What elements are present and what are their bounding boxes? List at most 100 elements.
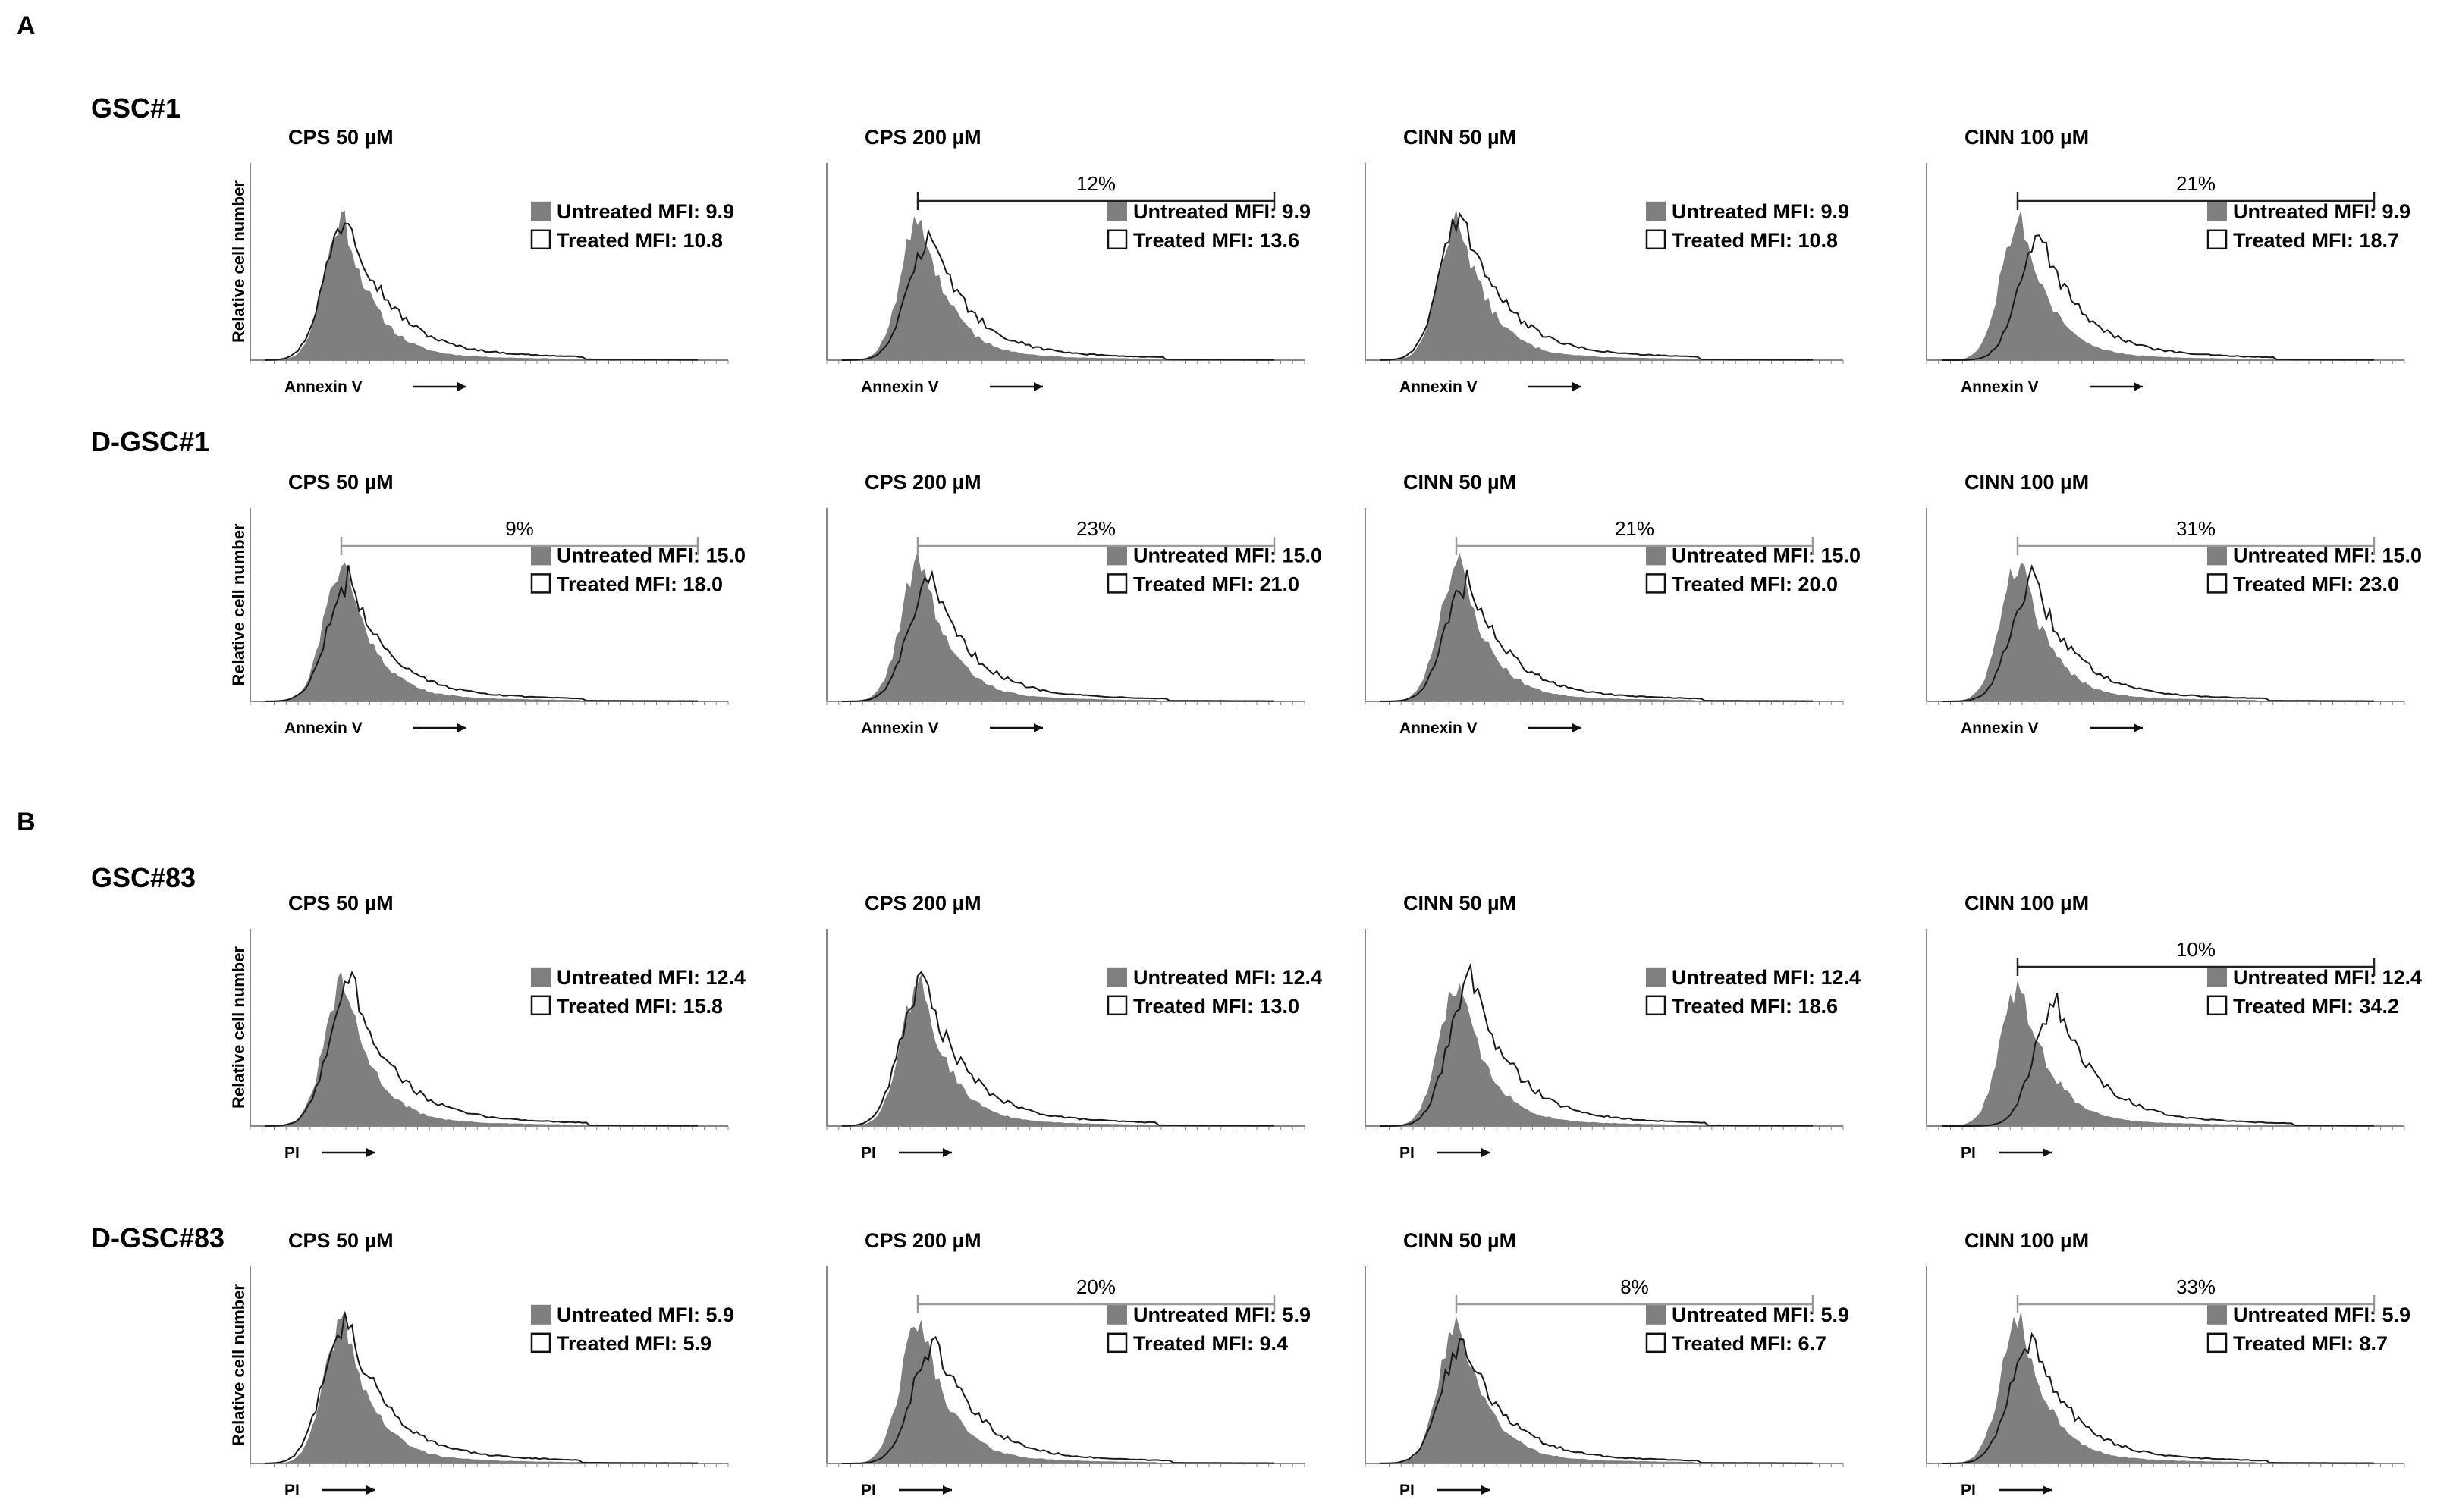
untreated-swatch — [531, 967, 551, 987]
legend-untreated: Untreated MFI: 9.9 — [557, 200, 734, 223]
x-axis-label: Annexin V — [284, 720, 363, 737]
legend-untreated: Untreated MFI: 5.9 — [1672, 1303, 1849, 1326]
plot-title: CINN 100 µM — [1964, 1229, 2089, 1252]
plot-title: CPS 50 µM — [288, 471, 394, 494]
legend: Untreated MFI: 9.9 Treated MFI: 13.6 — [1107, 200, 1311, 252]
plot-title: CINN 100 µM — [1964, 471, 2089, 494]
percent-bracket: 21% — [2016, 172, 2376, 210]
legend-treated: Treated MFI: 5.9 — [557, 1332, 711, 1355]
untreated-swatch — [2207, 201, 2227, 221]
legend-treated: Treated MFI: 34.2 — [2233, 995, 2399, 1018]
histogram-plot: CINN 50 µM Annexin V Untreated MFI: 9.9 Tre… — [1365, 126, 1849, 396]
legend-treated: Treated MFI: 13.6 — [1133, 229, 1299, 252]
untreated-swatch — [1646, 545, 1666, 566]
legend-treated: Treated MFI: 15.8 — [557, 995, 723, 1018]
x-axis-label: PI — [284, 1482, 300, 1499]
treated-histogram — [842, 569, 1274, 702]
untreated-swatch — [1107, 967, 1127, 987]
plot-title: CPS 200 µM — [865, 471, 981, 494]
legend-treated: Treated MFI: 18.6 — [1672, 995, 1838, 1018]
x-axis-label: PI — [1961, 1482, 1976, 1499]
x-axis-arrowhead — [2043, 1485, 2052, 1495]
x-axis-label: Annexin V — [861, 720, 939, 737]
histogram-plot: CINN 50 µM PI Untreated MFI: 5.9 Treated MF… — [1365, 1229, 1849, 1499]
treated-swatch — [530, 1332, 551, 1354]
x-axis-arrowhead — [366, 1485, 375, 1495]
treated-histogram — [265, 565, 698, 702]
y-axis-label: Relative cell number — [229, 523, 248, 685]
treated-histogram — [1942, 1332, 2375, 1464]
percent-bracket: 23% — [916, 517, 1276, 555]
x-axis-arrowhead — [366, 1148, 375, 1157]
percent-bracket: 20% — [916, 1275, 1276, 1313]
legend-untreated: Untreated MFI: 15.0 — [557, 544, 746, 566]
percent-label: 23% — [1076, 517, 1116, 540]
legend: Untreated MFI: 12.4 Treated MFI: 13.0 — [1107, 966, 1322, 1018]
legend-untreated: Untreated MFI: 15.0 — [1672, 544, 1861, 566]
plot-title: CINN 50 µM — [1403, 1229, 1516, 1252]
x-axis-label: Annexin V — [1399, 720, 1478, 737]
histogram-plot: CPS 200 µM Annexin V Untreated MFI: 9.9 Tre… — [826, 126, 1311, 396]
untreated-swatch — [531, 201, 551, 221]
untreated-swatch — [2207, 967, 2227, 987]
percent-label: 8% — [1620, 1275, 1649, 1298]
x-axis-arrowhead — [1034, 723, 1043, 732]
y-axis-label: Relative cell number — [229, 1284, 248, 1446]
treated-histogram — [1942, 234, 2374, 361]
legend-untreated: Untreated MFI: 5.9 — [2233, 1303, 2410, 1326]
histogram-plot: CINN 100 µM PI Untreated MFI: 5.9 Treated M… — [1926, 1229, 2410, 1499]
legend: Untreated MFI: 12.4 Treated MFI: 18.6 — [1645, 966, 1861, 1018]
untreated-histogram — [1942, 562, 2374, 701]
legend-untreated: Untreated MFI: 12.4 — [1133, 966, 1322, 989]
legend-treated: Treated MFI: 20.0 — [1672, 572, 1838, 595]
legend-untreated: Untreated MFI: 9.9 — [1133, 200, 1311, 223]
treated-swatch — [530, 229, 551, 250]
row-label: D-GSC#1 — [91, 426, 209, 457]
treated-histogram — [1380, 1338, 1813, 1464]
legend-untreated: Untreated MFI: 12.4 — [557, 966, 746, 989]
percent-label: 33% — [2176, 1275, 2216, 1298]
legend-untreated: Untreated MFI: 9.9 — [1672, 200, 1849, 223]
legend: Untreated MFI: 9.9 Treated MFI: 18.7 — [2206, 200, 2410, 252]
percent-label: 12% — [1076, 172, 1116, 195]
x-axis-arrowhead — [943, 1485, 952, 1495]
treated-swatch — [1107, 1332, 1128, 1354]
row-label: GSC#83 — [91, 862, 196, 893]
untreated-histogram — [842, 551, 1274, 701]
plot-title: CPS 50 µM — [288, 892, 394, 914]
plot-title: CINN 100 µM — [1964, 126, 2089, 149]
row-gsc-1: GSC#1 CPS 50 µM Relative cell number Annexi… — [91, 93, 2410, 396]
untreated-histogram — [1942, 209, 2374, 360]
treated-swatch — [2206, 229, 2228, 250]
untreated-swatch — [1646, 967, 1666, 987]
x-axis-arrowhead — [457, 382, 466, 391]
x-axis-arrowhead — [1572, 723, 1581, 732]
legend-treated: Treated MFI: 21.0 — [1133, 572, 1299, 595]
treated-swatch — [1107, 229, 1128, 250]
panel-letter-A: A — [17, 11, 36, 40]
histogram-plot: CINN 100 µM Annexin V Untreated MFI: 9.9 Tr… — [1926, 126, 2410, 396]
treated-swatch — [1645, 1332, 1666, 1354]
legend-treated: Treated MFI: 9.4 — [1133, 1332, 1288, 1355]
legend-untreated: Untreated MFI: 12.4 — [1672, 966, 1861, 989]
legend: Untreated MFI: 15.0 Treated MFI: 21.0 — [1107, 544, 1322, 595]
treated-swatch — [530, 573, 551, 594]
x-axis-arrowhead — [2043, 1148, 2052, 1157]
treated-histogram — [265, 970, 698, 1127]
treated-swatch — [1645, 229, 1666, 250]
histogram-plot: CPS 50 µM Relative cell number Annexin V Un… — [229, 471, 746, 737]
untreated-histogram — [1380, 1316, 1813, 1463]
x-axis-label: Annexin V — [1399, 378, 1478, 396]
percent-label: 21% — [2176, 172, 2216, 195]
histogram-plot: CINN 50 µM Annexin V Untreated MFI: 15.0 Tr… — [1365, 471, 1861, 737]
legend: Untreated MFI: 12.4 Treated MFI: 34.2 — [2206, 966, 2422, 1018]
untreated-swatch — [531, 545, 551, 566]
untreated-histogram — [265, 562, 698, 701]
plot-title: CPS 200 µM — [865, 1229, 981, 1252]
untreated-histogram — [1380, 983, 1813, 1126]
legend-treated: Treated MFI: 23.0 — [2233, 572, 2399, 595]
row-label: GSC#1 — [91, 93, 181, 124]
percent-bracket: 10% — [2016, 938, 2376, 976]
legend: Untreated MFI: 9.9 Treated MFI: 10.8 — [1645, 200, 1849, 252]
